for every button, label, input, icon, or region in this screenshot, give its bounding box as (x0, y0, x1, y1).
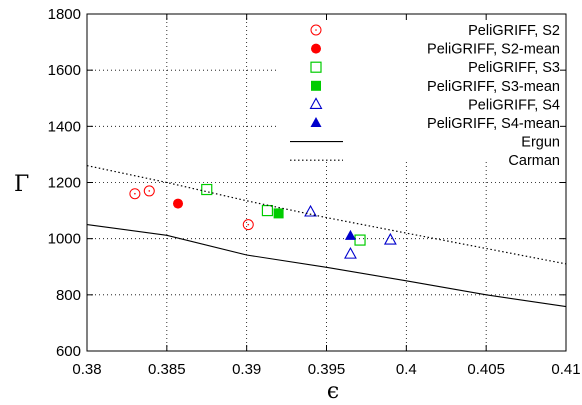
peligriff-s3-point (201, 183, 213, 196)
series-peligriff-s2 (129, 185, 254, 231)
peligriff-s4-mean-point (344, 229, 356, 240)
legend-label: Ergun (521, 135, 560, 151)
x-tick-label: 0.38 (72, 361, 101, 378)
carman-line (86, 165, 567, 265)
y-tick-label: 800 (56, 287, 81, 304)
peligriff-s3-mean-point (273, 208, 284, 219)
plot-series (86, 165, 567, 308)
marker-ring (310, 24, 322, 36)
legend-label: PeliGRIFF, S4-mean (427, 116, 560, 132)
x-tick-label: 0.385 (148, 361, 186, 378)
peligriff-s3-point (354, 234, 366, 246)
peligriff-s2-mean-point (173, 198, 184, 209)
y-tick-label: 600 (56, 343, 81, 360)
legend: PeliGRIFF, S2 PeliGRIFF, S2-mean PeliGRIFF… (290, 23, 560, 169)
legend-label: PeliGRIFF, S2 (468, 23, 560, 39)
marker-dot (315, 29, 317, 31)
y-tick-label: 1400 (48, 118, 81, 135)
y-tick-label: 1800 (48, 6, 81, 23)
legend-item-peligriff-s3-mean: PeliGRIFF, S3-mean (311, 79, 560, 95)
peligriff-s4-point (344, 246, 357, 259)
y-axis-title: Γ (14, 172, 29, 197)
legend-label: PeliGRIFF, S4 (468, 97, 560, 113)
grid (87, 14, 566, 351)
x-tick-label: 0.4 (396, 361, 417, 378)
peligriff-s2-point (143, 185, 155, 197)
legend-item-peligriff-s2: PeliGRIFF, S2 (310, 23, 560, 39)
series-peligriff-s2-mean (173, 198, 184, 209)
legend-label: PeliGRIFF, S3 (468, 60, 560, 76)
x-tick-label: 0.395 (308, 361, 346, 378)
legend-item-peligriff-s4: PeliGRIFF, S4 (309, 97, 560, 113)
peligriff-s3-point (261, 204, 274, 217)
x-tick-label: 0.405 (467, 361, 505, 378)
y-tick-label: 1200 (48, 175, 81, 192)
x-tick-label: 0.39 (232, 361, 261, 378)
marker-dot (148, 190, 151, 192)
series-ergun (86, 224, 567, 308)
legend-label: PeliGRIFF, S2-mean (427, 42, 560, 58)
legend-label: Carman (508, 153, 560, 169)
series-peligriff-s3-mean (273, 208, 284, 219)
legend-item-peligriff-s2-mean: PeliGRIFF, S2-mean (311, 42, 560, 58)
legend-item-peligriff-s3: PeliGRIFF, S3 (310, 60, 560, 76)
legend-item-ergun: Ergun (290, 135, 560, 151)
series-peligriff-s4 (304, 204, 397, 259)
legend-label: PeliGRIFF, S3-mean (427, 79, 560, 95)
marker-ring (143, 185, 155, 197)
series-carman (86, 165, 567, 265)
legend-swatch (310, 24, 322, 36)
peligriff-s2-point (129, 188, 141, 200)
ergun-line (86, 224, 567, 308)
series-peligriff-s4-mean (344, 229, 356, 240)
y-tick-label: 1600 (48, 62, 81, 79)
legend-item-carman: Carman (290, 153, 560, 169)
marker-dot (247, 223, 250, 226)
x-tick-label: 0.41 (551, 361, 580, 378)
legend-swatch (309, 97, 323, 109)
peligriff-s2-point (242, 219, 254, 231)
peligriff-s4-point (383, 232, 397, 245)
x-axis-title: ϵ (327, 379, 339, 404)
marker-dot (134, 192, 136, 195)
legend-swatch (311, 80, 321, 91)
axis-ticks: 600 800 1000 1200 1400 1600 1800 0.38 0.385 0.39 0… (48, 6, 581, 378)
marker-ring (242, 219, 254, 231)
peligriff-s4-point (304, 204, 317, 217)
legend-item-peligriff-s4-mean: PeliGRIFF, S4-mean (310, 116, 560, 132)
legend-swatch (311, 43, 321, 54)
y-tick-label: 1000 (48, 231, 81, 248)
legend-swatch (310, 117, 322, 127)
legend-swatch (310, 61, 322, 73)
marker-ring (129, 188, 141, 200)
